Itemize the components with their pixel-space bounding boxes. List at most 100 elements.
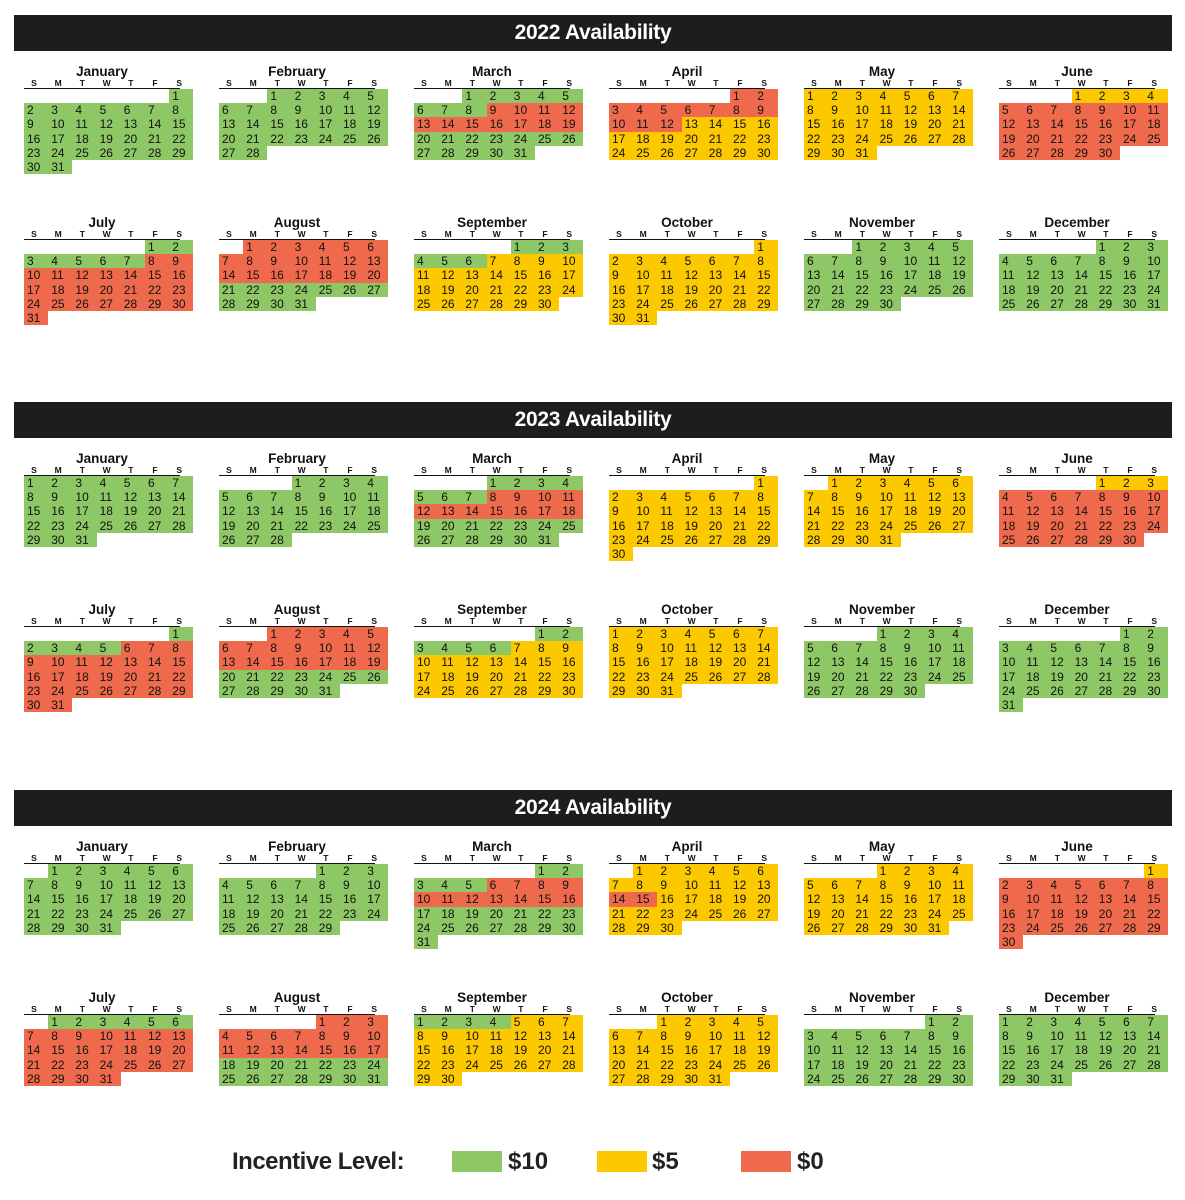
day-cell: 24 (681, 906, 706, 921)
month-name: July (88, 602, 116, 617)
day-cell: 27 (1095, 920, 1120, 935)
day-cell: 27 (120, 145, 145, 160)
day-cell: 28 (609, 920, 634, 935)
weekday-label: M (834, 616, 842, 626)
weekday-label: T (128, 1004, 134, 1014)
weekday-label: S (421, 1004, 427, 1014)
day-cell: 24 (1047, 1057, 1072, 1072)
weekday-label: T (518, 465, 524, 475)
day-cell: 27 (267, 920, 292, 935)
weekday-label: T (79, 229, 85, 239)
weekday-label: T (79, 1004, 85, 1014)
weekday-label: S (1006, 465, 1012, 475)
weekday-label: T (274, 78, 280, 88)
day-cell: 27 (730, 669, 755, 684)
day-cell: 16 (291, 117, 316, 132)
day-cell: 13 (364, 254, 389, 269)
day-cell: 6 (438, 490, 463, 505)
weekday-label: S (176, 78, 183, 88)
day-cell: 19 (949, 268, 974, 283)
day-cell: 22 (510, 282, 535, 297)
day-cell: 9 (1095, 103, 1120, 118)
day-cell: 16 (169, 268, 194, 283)
day-cell: 14 (804, 504, 829, 519)
day-cell: 1 (267, 89, 292, 104)
day-cell: 4 (657, 490, 682, 505)
day-cell: 8 (145, 254, 170, 269)
day-cell: 6 (535, 1015, 560, 1030)
day-cell: 18 (949, 655, 974, 670)
day-cell: 27 (804, 296, 829, 311)
day-cell: 30 (754, 145, 779, 160)
day-cell: 10 (48, 117, 73, 132)
day-cell: 1 (925, 1015, 950, 1030)
day-cell: 9 (609, 504, 634, 519)
day-cell: 25 (72, 683, 97, 698)
weekday-label: M (639, 465, 647, 475)
day-cell: 30 (24, 160, 49, 175)
month-name: December (1044, 215, 1110, 230)
day-cell: 16 (486, 117, 511, 132)
day-cell: 7 (804, 490, 829, 505)
day-cell: 12 (730, 878, 755, 893)
day-cell: 5 (681, 490, 706, 505)
day-cell: 20 (1047, 282, 1072, 297)
day-cell: 17 (24, 282, 49, 297)
day-cell: 28 (510, 683, 535, 698)
weekday-label: F (737, 853, 743, 863)
day-cell: 25 (949, 906, 974, 921)
weekday-label: F (737, 78, 743, 88)
day-cell: 28 (145, 145, 170, 160)
weekday-label: W (492, 465, 501, 475)
day-cell: 8 (828, 490, 853, 505)
day-cell: 26 (949, 282, 974, 297)
weekday-label: M (444, 1004, 452, 1014)
day-cell: 20 (828, 906, 853, 921)
month-name: August (273, 990, 321, 1005)
day-cell: 26 (364, 131, 389, 146)
day-cell: 28 (949, 131, 974, 146)
day-cell: 30 (900, 920, 925, 935)
day-cell: 19 (1023, 282, 1048, 297)
weekday-label: M (249, 616, 257, 626)
day-cell: 29 (852, 296, 877, 311)
day-cell: 30 (48, 532, 73, 547)
day-cell: 26 (804, 920, 829, 935)
day-cell: 21 (1047, 131, 1072, 146)
day-cell: 27 (681, 145, 706, 160)
day-cell: 16 (24, 669, 49, 684)
day-cell: 18 (657, 282, 682, 297)
day-cell: 11 (72, 117, 97, 132)
weekday-label: T (128, 465, 134, 475)
weekday-label: S (31, 78, 37, 88)
weekday-label: T (518, 229, 524, 239)
weekday-label: M (639, 1004, 647, 1014)
day-cell: 29 (48, 920, 73, 935)
day-cell: 30 (852, 532, 877, 547)
day-cell: 11 (949, 878, 974, 893)
day-cell: 12 (243, 892, 268, 907)
weekday-label: S (226, 853, 232, 863)
day-cell: 3 (633, 490, 658, 505)
day-cell: 27 (267, 1071, 292, 1086)
day-cell: 26 (462, 920, 487, 935)
day-cell: 10 (315, 641, 340, 656)
day-cell: 22 (243, 282, 268, 297)
day-cell: 23 (1144, 669, 1169, 684)
day-cell: 31 (315, 683, 340, 698)
day-cell: 14 (510, 892, 535, 907)
day-cell: 18 (72, 669, 97, 684)
day-cell: 25 (999, 296, 1024, 311)
day-cell: 28 (24, 1071, 49, 1086)
day-cell: 23 (609, 296, 634, 311)
weekday-label: T (713, 229, 719, 239)
day-cell: 21 (291, 1057, 316, 1072)
day-cell: 22 (414, 1057, 439, 1072)
day-cell: 10 (96, 1029, 121, 1044)
day-cell: 31 (72, 532, 97, 547)
day-cell: 20 (754, 892, 779, 907)
weekday-label: M (639, 616, 647, 626)
legend-swatch-yellow (597, 1151, 647, 1172)
day-cell: 11 (876, 103, 901, 118)
day-cell: 22 (486, 518, 511, 533)
